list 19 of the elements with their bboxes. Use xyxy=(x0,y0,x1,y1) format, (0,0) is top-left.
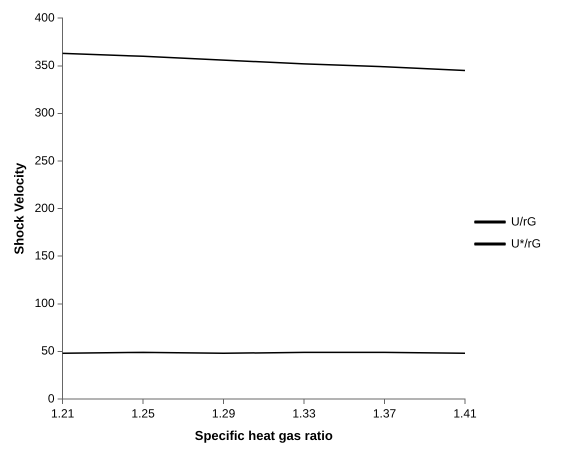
legend-label: U*/rG xyxy=(511,236,541,250)
x-tick-label: 1.37 xyxy=(372,406,397,421)
y-tick-label: 350 xyxy=(34,58,55,72)
y-axis-title: Shock Velocity xyxy=(11,162,26,254)
x-tick-label: 1.29 xyxy=(212,406,236,421)
x-tick-label: 1.25 xyxy=(131,406,156,421)
y-tick-label: 200 xyxy=(34,200,55,215)
y-tick-label: 400 xyxy=(34,10,55,25)
y-tick-label: 50 xyxy=(41,344,55,358)
y-tick-label: 300 xyxy=(34,106,55,120)
legend-label: U/rG xyxy=(511,214,536,228)
x-tick-label: 1.21 xyxy=(50,406,75,421)
y-tick-label: 250 xyxy=(34,153,55,168)
x-tick-label: 1.33 xyxy=(292,406,316,421)
y-tick-label: 0 xyxy=(48,391,55,406)
x-tick-label: 1.41 xyxy=(453,406,477,421)
y-tick-label: 150 xyxy=(34,248,55,263)
x-axis-title: Specific heat gas ratio xyxy=(194,428,333,443)
y-tick-label: 100 xyxy=(34,296,55,310)
